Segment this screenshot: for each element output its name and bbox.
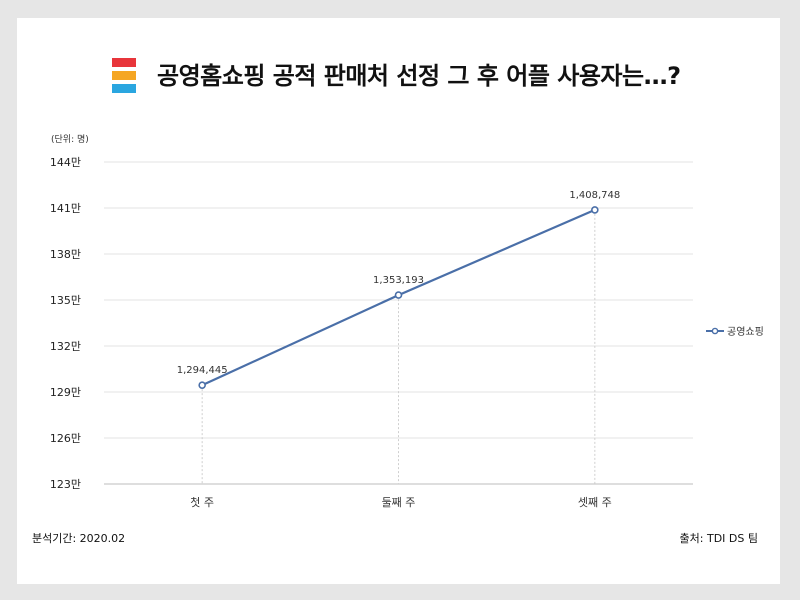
logo-icon [112,58,136,97]
y-unit-label: (단위: 명) [51,134,89,145]
data-label: 1,294,445 [177,365,228,376]
analysis-period: 분석기간: 2020.02 [32,532,126,545]
logo-bar-red [112,58,136,67]
y-tick-label: 129만 [50,386,81,399]
legend-swatch-marker [711,327,719,335]
y-tick-label: 141만 [50,202,81,215]
data-source: 출처: TDI DS 팀 [679,532,758,545]
data-point [198,381,206,389]
y-tick-label: 138만 [50,248,81,261]
logo-bar-blue [112,84,136,93]
data-point [394,291,403,299]
y-tick-label: 123만 [50,478,81,491]
page-title: 공영홈쇼핑 공적 판매처 선정 그 후 어플 사용자는…? [157,62,681,90]
data-point [591,206,599,214]
data-label: 1,353,193 [373,275,424,286]
y-tick-label: 126만 [50,432,81,445]
slide: 공영홈쇼핑 공적 판매처 선정 그 후 어플 사용자는…? (단위: 명) 123… [17,18,780,584]
legend-label: 공영쇼핑 [727,326,764,338]
x-tick-label: 둘째 주 [382,496,416,509]
y-tick-label: 144만 [50,156,81,169]
logo-bar-orange [112,71,136,80]
data-label: 1,408,748 [569,190,620,201]
line-chart: (단위: 명) 123만 126만 129만 132만 135만 138만 141만 144만첫… [50,134,764,509]
x-tick-label: 첫 주 [190,496,214,509]
x-tick-label: 셋째 주 [578,496,612,509]
y-tick-label: 132만 [50,340,81,353]
y-tick-label: 135만 [50,294,81,307]
